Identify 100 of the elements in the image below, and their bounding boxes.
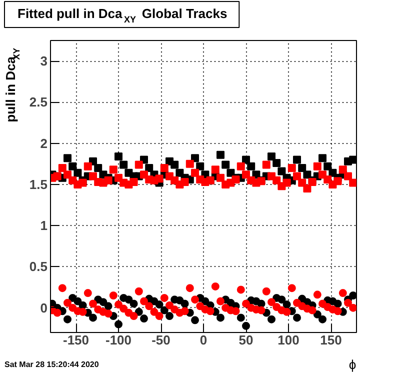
x-tick-label: 0 <box>200 332 208 348</box>
point <box>191 154 199 162</box>
point <box>134 160 143 169</box>
point <box>64 315 72 324</box>
point <box>257 306 266 314</box>
point <box>134 308 143 316</box>
point <box>349 178 356 187</box>
point <box>58 284 66 292</box>
text: Sat Mar 28 15:20:44 2020 <box>4 360 100 369</box>
point <box>272 159 281 168</box>
point <box>78 178 87 187</box>
point <box>180 307 189 316</box>
point <box>84 289 92 298</box>
point <box>124 296 133 304</box>
point <box>298 164 306 172</box>
point <box>64 170 72 179</box>
point <box>114 320 122 328</box>
y-tick-label: 1 <box>40 218 48 234</box>
point <box>104 176 112 184</box>
point <box>155 312 164 320</box>
point <box>120 160 128 169</box>
point <box>349 291 356 300</box>
point <box>222 160 230 169</box>
point <box>89 314 97 322</box>
point <box>242 300 250 308</box>
point <box>104 302 112 310</box>
point <box>344 172 352 180</box>
point <box>216 174 224 182</box>
point <box>313 290 322 299</box>
point <box>109 291 118 300</box>
point <box>160 294 168 302</box>
point <box>257 300 266 308</box>
y-tick-label: 2.5 <box>29 94 48 110</box>
point <box>293 314 301 322</box>
point <box>288 164 296 172</box>
point <box>130 178 138 186</box>
point <box>180 178 189 186</box>
point <box>120 304 128 313</box>
point <box>278 296 286 304</box>
x-tick-label: 100 <box>278 332 300 348</box>
x-tick-label: -50 <box>152 332 170 348</box>
y-tick-label: 0.5 <box>29 259 48 274</box>
point <box>293 156 301 164</box>
point <box>298 178 306 187</box>
point <box>109 166 118 174</box>
point <box>166 301 174 310</box>
point <box>206 307 214 316</box>
point <box>64 298 72 307</box>
point <box>303 184 312 193</box>
point <box>53 308 62 317</box>
point <box>211 282 220 290</box>
x-tick-label: 50 <box>238 332 254 348</box>
point <box>313 162 322 170</box>
point <box>349 156 356 164</box>
point <box>247 162 256 170</box>
point <box>64 154 72 162</box>
point <box>191 316 199 324</box>
point <box>338 166 347 174</box>
point <box>155 300 164 309</box>
point <box>268 152 276 160</box>
point <box>130 300 138 308</box>
x-tick-label: -100 <box>105 332 132 348</box>
point <box>262 160 270 169</box>
point <box>216 150 224 159</box>
point <box>94 164 102 172</box>
y-tick-label: 1.5 <box>29 176 48 192</box>
point <box>104 310 112 318</box>
point <box>191 296 199 304</box>
point <box>186 160 194 168</box>
point <box>334 300 342 308</box>
point <box>216 297 224 306</box>
point <box>272 176 281 184</box>
point <box>232 307 240 316</box>
point <box>140 314 148 323</box>
point <box>303 170 312 179</box>
point <box>288 284 296 292</box>
point <box>114 152 122 160</box>
point <box>99 298 108 306</box>
point <box>160 164 168 172</box>
point <box>78 301 87 310</box>
point <box>349 304 356 312</box>
point <box>236 314 245 322</box>
point <box>262 287 270 296</box>
point <box>134 287 143 296</box>
point <box>334 177 342 186</box>
point <box>166 312 174 320</box>
point <box>293 172 301 180</box>
point <box>236 286 245 294</box>
point <box>180 300 189 308</box>
point <box>186 284 194 292</box>
point <box>318 154 326 162</box>
point <box>58 164 66 172</box>
point <box>191 168 199 177</box>
point <box>278 167 286 176</box>
point <box>236 162 245 170</box>
point <box>242 170 250 179</box>
point <box>155 174 164 183</box>
point <box>89 300 97 308</box>
point <box>268 315 276 324</box>
point <box>84 162 92 170</box>
